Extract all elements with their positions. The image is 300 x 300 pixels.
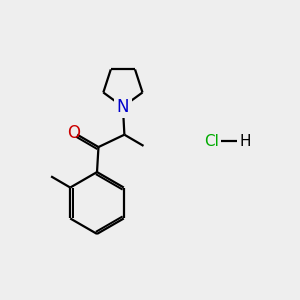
Text: O: O	[67, 124, 80, 142]
Text: Cl: Cl	[204, 134, 219, 149]
Text: H: H	[240, 134, 251, 149]
Text: N: N	[117, 98, 129, 116]
